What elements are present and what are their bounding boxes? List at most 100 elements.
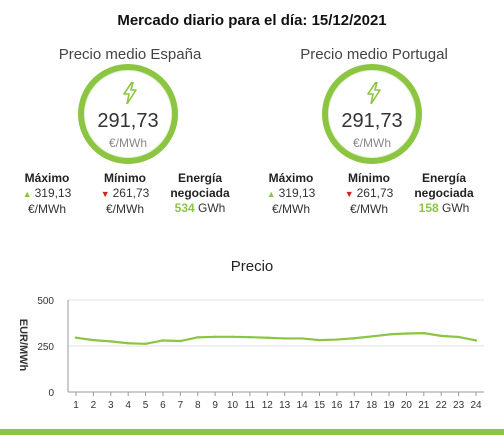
x-tick-label: 17: [349, 400, 361, 411]
x-tick-label: 16: [331, 400, 343, 411]
x-tick-label: 9: [212, 400, 218, 411]
x-tick-label: 18: [366, 400, 378, 411]
spain-price-gauge: 291,73 €/MWh: [78, 64, 178, 164]
portugal-energy-label-2: negociada: [414, 186, 474, 200]
x-tick-label: 24: [470, 400, 482, 411]
portugal-min-value: 261,73: [356, 186, 394, 200]
price-series-line: [74, 332, 478, 345]
spain-min-stat: Mínimo ▼ 261,73 €/MWh: [90, 171, 160, 217]
x-tick-label: 13: [279, 400, 291, 411]
portugal-energy-unit: GWh: [442, 201, 470, 215]
price-point: [231, 335, 234, 338]
price-point: [126, 342, 130, 345]
spain-price-unit: €/MWh: [108, 136, 147, 150]
price-point: [440, 334, 443, 338]
x-tick-label: 10: [227, 400, 239, 411]
spain-max-value: 319,13: [34, 186, 72, 200]
y-tick-label: 250: [37, 342, 54, 353]
triangle-up-icon: ▲: [266, 189, 276, 199]
x-tick-label: 15: [314, 400, 326, 411]
portugal-price-panel: Precio medio Portugal 291,73 €/MWh Máxim…: [254, 46, 494, 231]
portugal-min-unit: €/MWh: [349, 202, 388, 216]
x-tick-label: 2: [91, 400, 97, 411]
x-tick-label: 11: [245, 400, 256, 411]
y-tick-label: 0: [48, 388, 54, 399]
spain-min-value: 261,73: [112, 186, 150, 200]
spain-average-price: 291,73: [97, 110, 159, 132]
price-point: [335, 338, 339, 341]
spain-max-label: Máximo: [24, 171, 70, 185]
price-point: [300, 337, 304, 340]
x-tick-label: 22: [436, 400, 448, 411]
portugal-energy-value: 158: [418, 201, 439, 215]
portugal-energy-label-1: Energía: [421, 171, 466, 185]
triangle-down-icon: ▼: [100, 189, 110, 199]
portugal-stats: Máximo ▲ 319,13 €/MWh Mínimo ▼ 261,73 €/MW…: [254, 171, 494, 231]
portugal-max-label: Máximo: [268, 171, 314, 185]
price-point: [161, 339, 165, 342]
price-point: [266, 336, 269, 339]
x-tick-label: 8: [195, 400, 201, 411]
price-point: [353, 337, 356, 340]
y-tick-label: 500: [37, 296, 54, 307]
portugal-min-label: Mínimo: [348, 171, 390, 185]
x-tick-label: 3: [108, 400, 114, 411]
footer-accent-bar: [0, 429, 504, 435]
price-point: [283, 337, 286, 340]
spain-energy-value: 534: [174, 201, 195, 215]
portugal-price-gauge: 291,73 €/MWh: [322, 64, 422, 164]
page-title: Mercado diario para el día: 15/12/2021: [117, 12, 387, 29]
spain-energy-unit: GWh: [198, 201, 226, 215]
x-tick-label: 12: [262, 400, 274, 411]
price-point: [74, 336, 78, 339]
spain-stats: Máximo ▲ 319,13 €/MWh Mínimo ▼ 261,73 €/MW…: [10, 171, 250, 231]
spain-min-label: Mínimo: [104, 171, 146, 185]
portugal-average-price: 291,73: [341, 110, 403, 132]
portugal-energy-stat: Energía negociada 158 GWh: [404, 171, 484, 216]
price-point: [422, 331, 426, 335]
price-point: [248, 335, 252, 339]
price-point: [109, 340, 112, 343]
portugal-max-value: 319,13: [278, 186, 316, 200]
triangle-down-icon: ▼: [344, 189, 354, 199]
portugal-min-stat: Mínimo ▼ 261,73 €/MWh: [334, 171, 404, 217]
portugal-price-unit: €/MWh: [352, 136, 391, 150]
price-point: [370, 335, 373, 338]
spain-energy-label-1: Energía: [177, 171, 222, 185]
price-point: [179, 339, 182, 343]
portugal-max-stat: Máximo ▲ 319,13 €/MWh: [256, 171, 326, 217]
x-tick-label: 23: [453, 400, 465, 411]
price-point: [474, 339, 478, 342]
price-point: [318, 338, 321, 342]
x-tick-label: 14: [297, 400, 309, 411]
spain-max-stat: Máximo ▲ 319,13 €/MWh: [12, 171, 82, 217]
price-point: [213, 335, 217, 338]
spain-energy-stat: Energía negociada 534 GWh: [160, 171, 240, 216]
price-point: [387, 333, 391, 336]
price-point: [196, 336, 199, 339]
x-tick-label: 21: [418, 400, 430, 411]
x-tick-label: 19: [383, 400, 395, 411]
x-tick-label: 20: [401, 400, 413, 411]
spain-energy-label-2: negociada: [170, 186, 230, 200]
x-tick-label: 5: [143, 400, 149, 411]
spain-panel-title: Precio medio España: [58, 46, 202, 63]
portugal-max-unit: €/MWh: [271, 202, 310, 216]
x-tick-label: 4: [125, 400, 131, 411]
portugal-panel-title: Precio medio Portugal: [300, 46, 448, 63]
triangle-up-icon: ▲: [22, 189, 32, 199]
price-point: [144, 342, 147, 345]
x-tick-label: 7: [178, 400, 184, 411]
lightning-bolt-icon: [123, 82, 137, 104]
x-tick-label: 1: [73, 400, 79, 411]
chart-title: Precio: [230, 258, 274, 275]
price-point: [457, 335, 460, 339]
price-point: [92, 338, 95, 342]
price-point: [405, 332, 408, 335]
spain-max-unit: €/MWh: [27, 202, 66, 216]
spain-price-panel: Precio medio España 291,73 €/MWh Máximo …: [10, 46, 250, 231]
lightning-bolt-icon: [367, 82, 381, 104]
spain-min-unit: €/MWh: [105, 202, 144, 216]
y-axis-label: EUR/MWh: [17, 319, 29, 372]
